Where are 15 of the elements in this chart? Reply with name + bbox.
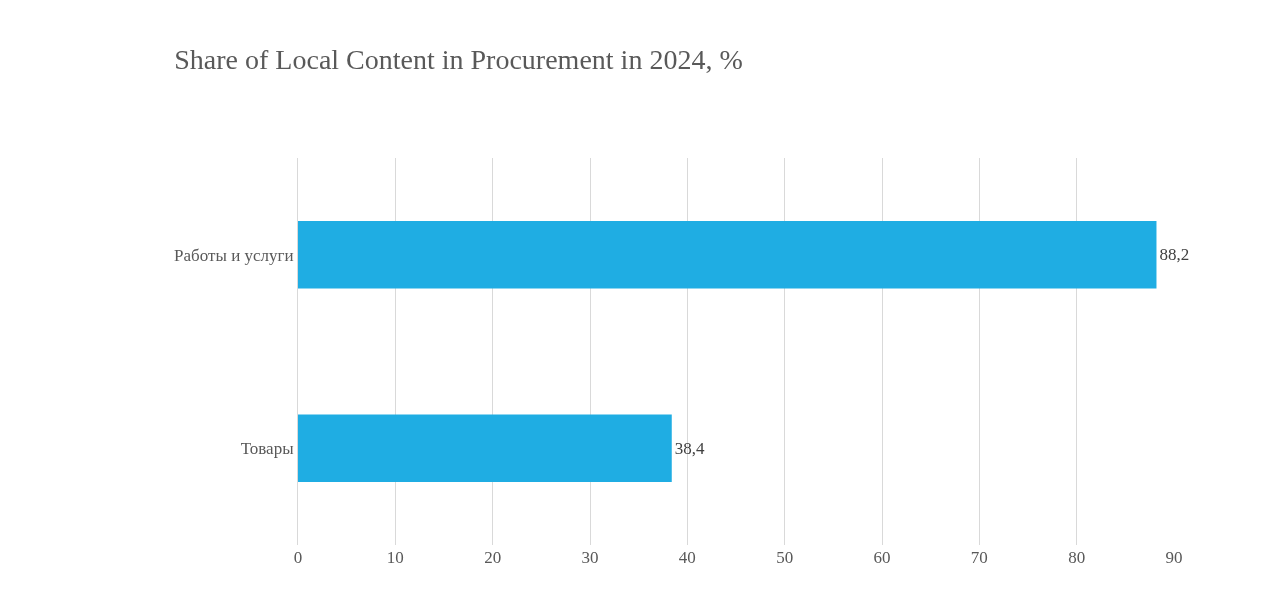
x-tick-label: 40 — [678, 548, 696, 567]
data-label: 38,4 — [674, 438, 706, 458]
chart-title: Share of Local Content in Procurement in 2024, % — [174, 43, 743, 75]
x-tick-label: 70 — [970, 548, 988, 567]
data-label: 88,2 — [1159, 245, 1190, 265]
x-tick-label: 20 — [484, 548, 502, 567]
x-tick-label: 80 — [1068, 548, 1086, 567]
x-tick-label: 0 — [293, 548, 303, 567]
x-tick-label: 10 — [386, 548, 404, 567]
y-tick-label: Работы и услуги — [174, 245, 294, 265]
y-tick-label: Товары — [240, 439, 295, 459]
x-tick-label: 90 — [1165, 548, 1183, 567]
x-tick-label: 50 — [776, 548, 794, 567]
x-tick-label: 60 — [873, 548, 891, 567]
x-tick-label: 30 — [581, 548, 599, 567]
